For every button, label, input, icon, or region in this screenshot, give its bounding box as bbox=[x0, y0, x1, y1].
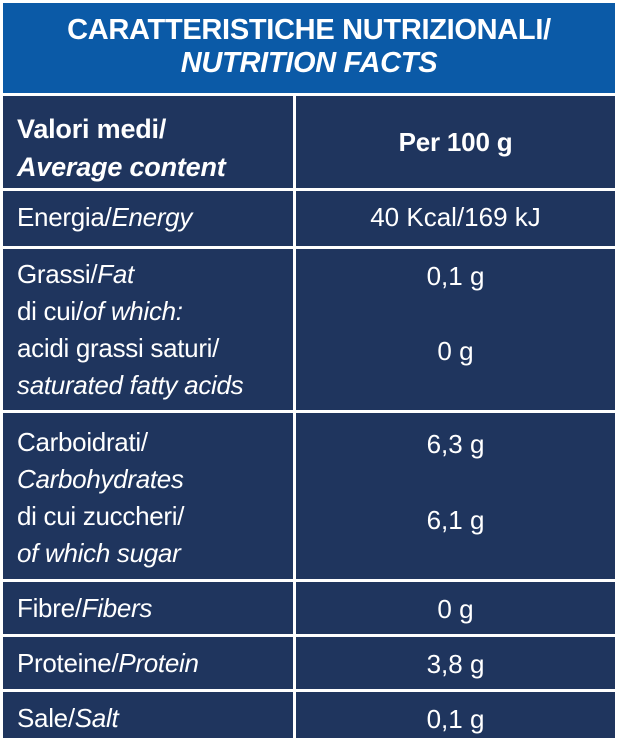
row-label-fat: Grassi/Fat di cui/of which: acidi grassi… bbox=[3, 249, 296, 410]
column-header-nutrient-it: Valori medi/ bbox=[17, 114, 167, 144]
table-row-fat: Grassi/Fat di cui/of which: acidi grassi… bbox=[3, 246, 615, 410]
value-sugar: 6,1 g bbox=[426, 505, 485, 535]
title-line-1: CARATTERISTICHE NUTRIZIONALI/ bbox=[67, 14, 551, 46]
label-en: Energy bbox=[111, 202, 193, 232]
title-line-2: NUTRITION FACTS bbox=[180, 47, 438, 79]
title-header: CARATTERISTICHE NUTRIZIONALI/ NUTRITION … bbox=[3, 3, 615, 93]
label-it: Carboidrati/ bbox=[17, 427, 148, 457]
table-header-row: Valori medi/ Average content Per 100 g bbox=[3, 93, 615, 188]
sublabel-it: di cui zuccheri/ bbox=[17, 501, 185, 531]
row-value-fibers: 0 g bbox=[296, 582, 615, 634]
row-value-salt: 0,1 g bbox=[296, 692, 615, 741]
row-value-carbohydrates: 6,3 g 6,1 g bbox=[296, 413, 615, 579]
row-value-energy: 40 Kcal/169 kJ bbox=[296, 191, 615, 246]
row-label-salt: Sale/Salt bbox=[3, 692, 296, 741]
row-label-protein: Proteine/Protein bbox=[3, 637, 296, 689]
sublabel2-en: saturated fatty acids bbox=[17, 370, 244, 400]
row-value-fat: 0,1 g 0 g bbox=[296, 249, 615, 410]
sublabel-en: of which: bbox=[82, 296, 183, 326]
column-header-nutrient-en: Average content bbox=[17, 152, 226, 182]
column-header-nutrient: Valori medi/ Average content bbox=[3, 96, 296, 188]
label-it: Fibre/ bbox=[17, 593, 82, 623]
table-row-protein: Proteine/Protein 3,8 g bbox=[3, 634, 615, 689]
label-en: Salt bbox=[74, 703, 119, 733]
value-energy: 40 Kcal/169 kJ bbox=[370, 202, 541, 232]
sublabel-en: of which sugar bbox=[17, 538, 181, 568]
row-label-energy: Energia/Energy bbox=[3, 191, 296, 246]
label-it: Sale/ bbox=[17, 703, 75, 733]
label-en: Carbohydrates bbox=[17, 464, 184, 494]
column-header-per-100g-label: Per 100 g bbox=[398, 127, 513, 157]
value-protein: 3,8 g bbox=[426, 649, 485, 679]
row-label-carbohydrates: Carboidrati/ Carbohydrates di cui zucche… bbox=[3, 413, 296, 579]
value-fibers: 0 g bbox=[437, 594, 474, 624]
value-fat: 0,1 g bbox=[426, 261, 485, 291]
value-carbohydrates: 6,3 g bbox=[426, 429, 485, 459]
label-it: Proteine/ bbox=[17, 648, 119, 678]
table-row-salt: Sale/Salt 0,1 g bbox=[3, 689, 615, 741]
table-row-energy: Energia/Energy 40 Kcal/169 kJ bbox=[3, 188, 615, 246]
value-salt: 0,1 g bbox=[426, 704, 485, 734]
column-header-per-100g: Per 100 g bbox=[296, 96, 615, 188]
label-it: Grassi/ bbox=[17, 259, 98, 289]
label-en: Fat bbox=[97, 259, 134, 289]
value-saturated-fat: 0 g bbox=[437, 336, 474, 366]
row-label-fibers: Fibre/Fibers bbox=[3, 582, 296, 634]
table-row-fibers: Fibre/Fibers 0 g bbox=[3, 579, 615, 634]
row-value-protein: 3,8 g bbox=[296, 637, 615, 689]
label-it: Energia/ bbox=[17, 202, 112, 232]
table-row-carbohydrates: Carboidrati/ Carbohydrates di cui zucche… bbox=[3, 410, 615, 579]
label-en: Protein bbox=[118, 648, 199, 678]
sublabel-it: di cui/ bbox=[17, 296, 83, 326]
label-en: Fibers bbox=[81, 593, 153, 623]
sublabel2-it: acidi grassi saturi/ bbox=[17, 333, 220, 363]
